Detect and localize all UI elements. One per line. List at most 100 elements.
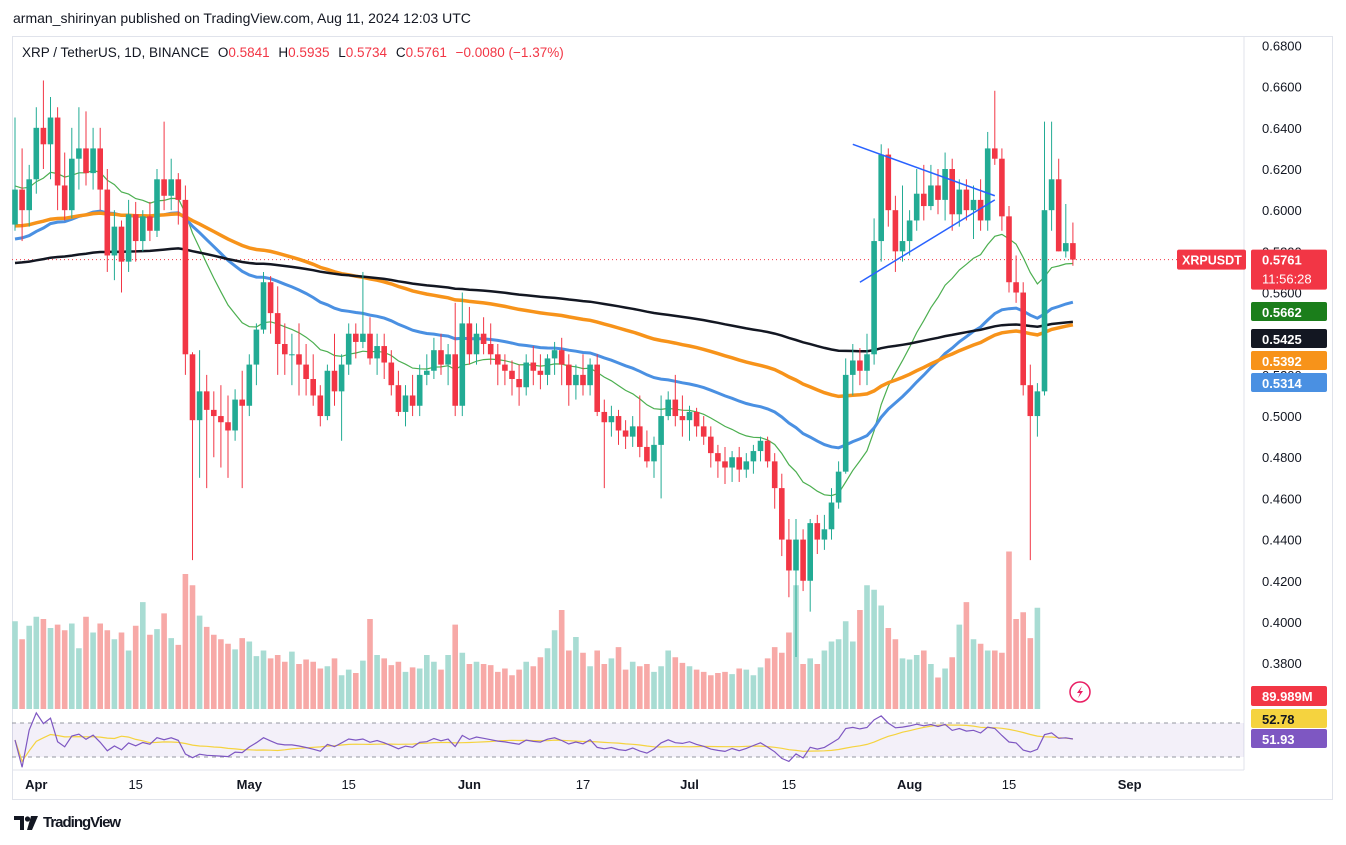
candle (537, 354, 544, 390)
candle (260, 271, 267, 334)
y-tick-label: 0.3800 (1262, 656, 1302, 671)
symbol-name[interactable]: XRP / TetherUS, 1D, BINANCE (22, 45, 210, 60)
volume-bar (743, 669, 750, 709)
candle-body (1013, 282, 1019, 293)
candle (651, 436, 657, 478)
candle (913, 169, 920, 231)
volume-bar (296, 664, 302, 709)
candle (729, 451, 735, 482)
low-label: L (338, 45, 346, 60)
candle-body (651, 444, 657, 462)
candle-body (573, 374, 579, 386)
candle (331, 333, 338, 406)
candle (665, 391, 671, 421)
candle (360, 271, 366, 349)
candle-body (715, 453, 721, 462)
volume-bar (786, 632, 792, 709)
brand-name[interactable]: TradingView (43, 814, 121, 831)
candle-body (800, 539, 806, 581)
candle (906, 210, 913, 256)
candle (353, 323, 359, 359)
volume-bar (530, 666, 537, 709)
candle-body (913, 193, 920, 221)
candle (218, 385, 224, 468)
candle (416, 364, 423, 417)
high-label: H (278, 45, 289, 60)
candle-body (899, 241, 906, 252)
candle (523, 354, 529, 396)
y-tick-label: 0.6600 (1262, 80, 1302, 95)
volume-bar (189, 585, 196, 709)
volume-bar (225, 643, 231, 709)
volume-bar (999, 652, 1005, 709)
candle (608, 405, 615, 437)
candle-body (622, 430, 629, 437)
ema-short-line (14, 169, 1073, 497)
candle (864, 333, 870, 386)
candle-body (722, 461, 728, 468)
publisher-line: arman_shirinyan published on TradingView… (13, 10, 471, 26)
candle (715, 444, 721, 478)
candle (587, 358, 593, 396)
footer-branding: TradingView (14, 814, 121, 831)
candle (61, 152, 68, 221)
candle (835, 461, 842, 509)
volume-bar (992, 650, 998, 709)
x-tick-label: 15 (782, 777, 796, 792)
candle (147, 201, 153, 242)
volume-bar (629, 661, 636, 709)
volume-bar (892, 639, 899, 709)
volume-bar (594, 650, 600, 709)
volume-bar (480, 664, 487, 709)
candle (807, 519, 813, 612)
candle-body (587, 364, 593, 386)
candle (1006, 206, 1012, 293)
candle-body (672, 399, 679, 417)
candle-body (459, 323, 466, 406)
volume-bar (374, 655, 380, 709)
candle-body (594, 364, 600, 412)
candle-body (324, 370, 331, 417)
candle (324, 364, 331, 421)
volume-bar (558, 610, 565, 709)
volume-bar (637, 666, 643, 709)
volume-bar (310, 661, 316, 709)
volume-bar (1020, 612, 1026, 709)
symbol-tag: XRPUSDT (1182, 254, 1242, 268)
candle-body (182, 199, 189, 355)
candle (40, 80, 47, 169)
volume-bar (828, 641, 835, 709)
rsi-ma-value-bg (1251, 709, 1327, 728)
candle (381, 333, 387, 379)
y-tick-label: 0.4400 (1262, 533, 1302, 548)
rsi-ma-value: 52.78 (1262, 712, 1295, 727)
candle (793, 519, 799, 657)
candle (573, 364, 579, 400)
candle (956, 179, 963, 227)
chart-frame (12, 36, 1333, 800)
candle-body (147, 216, 153, 231)
candle-body (764, 440, 771, 462)
candle-body (12, 189, 18, 225)
candle (686, 405, 693, 441)
x-tick-label: Jul (680, 777, 699, 792)
volume-bar (970, 639, 977, 709)
volume-bar (360, 660, 366, 709)
candle (544, 354, 551, 386)
volume-bar (935, 677, 941, 709)
candle-body (814, 523, 821, 540)
candle (899, 185, 906, 262)
candle (225, 395, 231, 478)
volume-bar (921, 650, 927, 709)
volume-bar (147, 634, 153, 709)
candle (935, 169, 941, 215)
candle-body (374, 346, 380, 359)
volume-bar (104, 630, 111, 709)
volume-bar (381, 658, 387, 709)
volume-bar (779, 652, 785, 709)
candle-body (601, 411, 608, 423)
volume-bar (12, 621, 18, 709)
candle (402, 385, 409, 427)
volume-bar (544, 648, 551, 709)
